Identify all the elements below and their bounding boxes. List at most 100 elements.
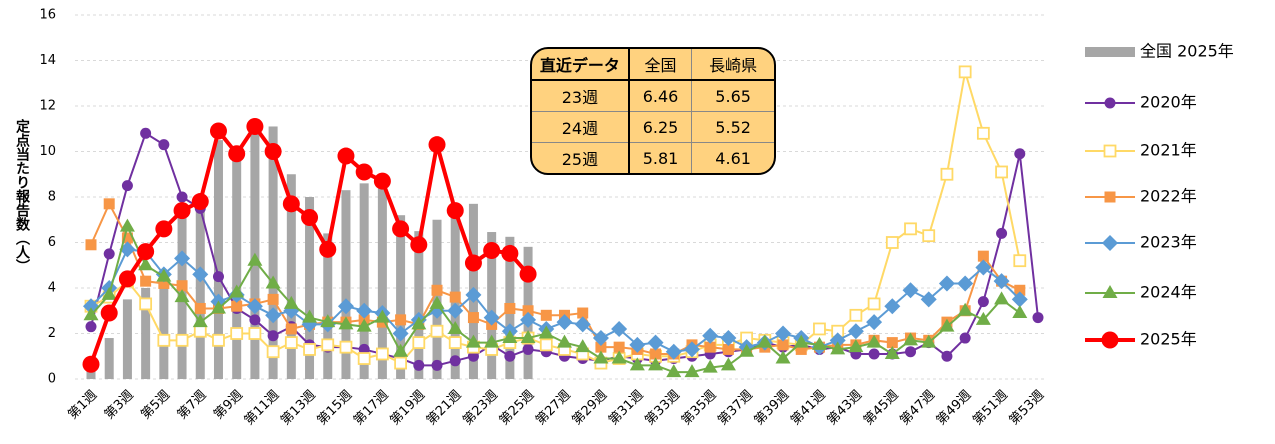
marker [467, 312, 479, 324]
marker [158, 139, 170, 151]
legend-marker [1101, 331, 1119, 349]
marker [629, 336, 646, 353]
marker [119, 218, 135, 232]
bar [414, 231, 424, 379]
marker [285, 323, 297, 335]
marker [813, 322, 826, 336]
marker [684, 364, 700, 378]
bar [268, 126, 278, 379]
marker [977, 250, 989, 262]
marker [648, 357, 664, 371]
marker [265, 307, 282, 324]
table-cell: 24週 [532, 111, 630, 143]
marker [920, 291, 937, 308]
marker [209, 122, 227, 140]
legend-label: 2023年 [1140, 233, 1197, 252]
bar [141, 288, 151, 379]
bar [341, 190, 351, 379]
table-cell: 全国 [628, 49, 693, 81]
marker [446, 202, 464, 220]
x-tick-label: 第19週 [387, 388, 428, 429]
marker [522, 343, 534, 355]
marker [392, 325, 409, 342]
marker [829, 332, 846, 349]
marker [229, 284, 245, 298]
marker [140, 127, 152, 139]
x-tick-label: 第3週 [102, 388, 137, 423]
table-row: 23週 6.46 5.65 [532, 80, 774, 112]
x-tick-label: 第35週 [679, 388, 720, 429]
marker [228, 145, 246, 163]
marker [993, 273, 1010, 290]
x-tick-label: 第1週 [65, 388, 100, 423]
marker [995, 165, 1008, 179]
marker [373, 172, 391, 190]
marker [173, 202, 191, 220]
x-tick-label: 第49週 [934, 388, 975, 429]
marker [175, 333, 189, 347]
marker [395, 314, 407, 326]
bar [305, 197, 315, 379]
marker [1013, 254, 1027, 268]
legend-label: 2024年 [1140, 283, 1197, 302]
marker [283, 295, 299, 309]
marker [174, 250, 191, 267]
x-tick-label: 第9週 [211, 388, 246, 423]
marker [958, 65, 972, 79]
marker [849, 308, 863, 322]
marker [448, 336, 462, 350]
marker [629, 357, 645, 371]
bar [450, 203, 460, 379]
bar [213, 140, 223, 379]
table-cell: 25週 [532, 142, 630, 173]
marker [574, 316, 591, 333]
marker [994, 291, 1010, 305]
marker [959, 332, 971, 344]
bar [232, 156, 242, 379]
marker [267, 330, 279, 342]
marker [449, 291, 461, 303]
marker [483, 241, 501, 259]
marker [613, 341, 625, 353]
x-tick-label: 第5週 [138, 388, 173, 423]
marker [230, 327, 244, 340]
y-tick-label: 6 [48, 235, 56, 250]
marker [775, 325, 792, 342]
marker [157, 333, 171, 347]
marker [1011, 291, 1028, 308]
marker [595, 341, 607, 353]
marker [702, 359, 718, 373]
bar [104, 338, 114, 379]
marker [431, 359, 443, 371]
legend-marker [1103, 144, 1117, 158]
marker [82, 355, 100, 373]
x-tick-label: 第23週 [460, 388, 501, 429]
marker [996, 227, 1008, 239]
table: 直近データ 全国 長崎県 23週 6.46 5.65 24週 6.25 5.52 25週 5.81 4… [532, 49, 774, 173]
marker [539, 338, 553, 352]
marker [319, 240, 337, 258]
legend-label: 2020年 [1140, 93, 1197, 112]
marker [355, 163, 373, 181]
marker [447, 302, 464, 319]
marker [282, 195, 300, 213]
marker [957, 275, 974, 292]
marker [975, 311, 991, 325]
marker [140, 275, 152, 287]
marker [520, 311, 537, 328]
marker [249, 314, 261, 326]
marker [465, 334, 481, 348]
marker [1012, 305, 1028, 319]
marker [176, 280, 188, 292]
table-cell: 5.52 [691, 111, 774, 143]
marker [212, 271, 224, 283]
marker [502, 330, 518, 344]
table-cell: 4.61 [691, 142, 774, 173]
marker [941, 350, 953, 362]
marker [504, 302, 516, 314]
marker [374, 309, 390, 323]
marker [337, 147, 355, 165]
marker [394, 356, 407, 370]
marker [522, 305, 534, 317]
